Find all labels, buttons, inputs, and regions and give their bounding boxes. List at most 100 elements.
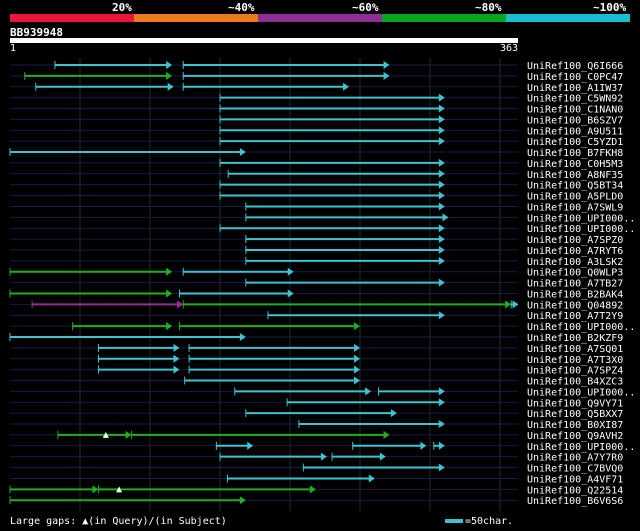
hit-segment-arrow [438, 104, 445, 113]
hit-segment-arrow [438, 191, 445, 200]
hit-segment-arrow [438, 278, 445, 287]
hit-label: UniRef100_UPI000.. [527, 387, 635, 398]
query-start-tick: 1 [10, 43, 17, 54]
hit-label: UniRef100_Q0WLP3 [527, 268, 623, 279]
identity-legend-bar [10, 14, 630, 22]
hit-segment-arrow [125, 430, 132, 439]
hit-segment-arrow [166, 267, 173, 276]
hit-label: UniRef100_Q22514 [527, 485, 623, 496]
hit-segment-arrow [438, 256, 445, 265]
hit-label: UniRef100_C7BVQ0 [527, 464, 623, 475]
hit-label: UniRef100_A7RYT6 [527, 246, 623, 257]
hit-label: UniRef100_A9U511 [527, 126, 623, 137]
hit-label: UniRef100_B2BAK4 [527, 289, 623, 300]
query-gap-marker [116, 486, 123, 493]
hit-segment-arrow [309, 485, 316, 494]
hit-label: UniRef100_A7SWL9 [527, 202, 623, 213]
hit-segment-arrow [177, 300, 184, 309]
hit-label: UniRef100_UPI000.. [527, 213, 635, 224]
hit-label: UniRef100_C5WN92 [527, 94, 623, 105]
hit-segment-arrow [438, 245, 445, 254]
scale-legend: =50char. [445, 516, 513, 527]
hit-label: UniRef100_Q9AVH2 [527, 431, 623, 442]
hit-label: UniRef100_C5YZD1 [527, 137, 623, 148]
hit-segment-arrow [438, 235, 445, 244]
hit-label: UniRef100_A7TB27 [527, 279, 623, 290]
hit-segment-arrow [438, 115, 445, 124]
hit-label: UniRef100_UPI000.. [527, 322, 635, 333]
hit-segment-arrow [438, 387, 445, 396]
legend-label-80: ~80% [475, 1, 502, 14]
hit-segment-arrow [166, 322, 173, 331]
hit-segment-arrow [287, 267, 294, 276]
hit-segment-arrow [383, 71, 390, 80]
hit-segment-arrow [505, 300, 512, 309]
hit-segment-arrow [512, 300, 519, 309]
hit-segment-arrow [354, 322, 361, 331]
hit-segment-arrow [166, 289, 173, 298]
hit-segment-arrow [173, 343, 180, 352]
hit-segment-arrow [167, 82, 174, 91]
legend-label-40: ~40% [228, 1, 255, 14]
large-gaps-legend: Large gaps: ▲(in Query)/(in Subject) [10, 516, 227, 527]
legend-label-60: ~60% [352, 1, 379, 14]
hit-segment-arrow [354, 343, 361, 352]
hit-segment-arrow [383, 61, 390, 69]
hit-segment-arrow [438, 169, 445, 178]
legend-label-100: ~100% [593, 1, 627, 14]
hit-segment-arrow [166, 71, 173, 80]
hit-label: UniRef100_B7FKH8 [527, 148, 623, 159]
legend-color-3 [382, 14, 506, 22]
hit-segment-arrow [442, 213, 449, 222]
hit-label: UniRef100_B2KZF9 [527, 333, 623, 344]
hit-label: UniRef100_Q9VY71 [527, 398, 623, 409]
hit-label: UniRef100_B6SZV7 [527, 115, 623, 126]
hit-label: UniRef100_C0H5M3 [527, 159, 623, 170]
hit-segment-arrow [420, 441, 427, 450]
large-gaps-subject-label: (in Subject) [154, 516, 227, 527]
hit-segment-arrow [354, 354, 361, 363]
hit-segment-arrow [438, 202, 445, 211]
hit-label: UniRef100_Q6I666 [527, 61, 623, 72]
hit-segment-arrow [438, 463, 445, 472]
hit-label: UniRef100_Q5BXX7 [527, 409, 623, 420]
hit-label: UniRef100_A7Y7R0 [527, 453, 623, 464]
hit-segment-arrow [239, 333, 246, 341]
hit-label: UniRef100_Q04892 [527, 300, 623, 311]
hit-label: UniRef100_A7T2Y9 [527, 311, 623, 322]
hit-label: UniRef100_A3LSK2 [527, 257, 623, 268]
hit-label: UniRef100_C1NAN0 [527, 105, 623, 116]
hit-segment-arrow [438, 224, 445, 233]
hit-segment-arrow [390, 409, 397, 418]
hit-segment-arrow [383, 430, 390, 439]
hit-segment-arrow [368, 474, 375, 483]
legend-color-2 [258, 14, 382, 22]
hit-segment-arrow [438, 311, 445, 320]
hit-label: UniRef100_UPI000.. [527, 442, 635, 453]
hit-segment-arrow [438, 441, 445, 450]
legend-color-4 [506, 14, 630, 22]
hit-label: UniRef100_B4XZC3 [527, 377, 623, 388]
hit-segment-arrow [166, 61, 173, 69]
large-gaps-label: Large gaps: [10, 516, 77, 527]
hit-segment-arrow [438, 420, 445, 429]
hit-segment-arrow [320, 452, 327, 461]
hit-segment-arrow [287, 289, 294, 298]
hit-segment-arrow [438, 126, 445, 135]
hit-label: UniRef100_A1IW37 [527, 83, 623, 94]
hit-segment-arrow [365, 387, 372, 396]
hit-label: UniRef100_A7T3X0 [527, 355, 623, 366]
hit-segment-arrow [354, 365, 361, 374]
scale-bar [445, 519, 463, 523]
query-gap-marker-icon: ▲ [82, 516, 89, 527]
hit-label: UniRef100_UPI000.. [527, 224, 635, 235]
hit-label: UniRef100_Q5BT34 [527, 181, 623, 192]
hit-segment-arrow [379, 452, 386, 461]
hit-segment-arrow [438, 158, 445, 167]
hit-label: UniRef100_C0PC47 [527, 72, 623, 83]
hit-label: UniRef100_A7SPZ4 [527, 366, 623, 377]
hit-segment-arrow [354, 376, 361, 385]
hit-segment-arrow [438, 398, 445, 407]
hit-segment-arrow [92, 485, 99, 494]
